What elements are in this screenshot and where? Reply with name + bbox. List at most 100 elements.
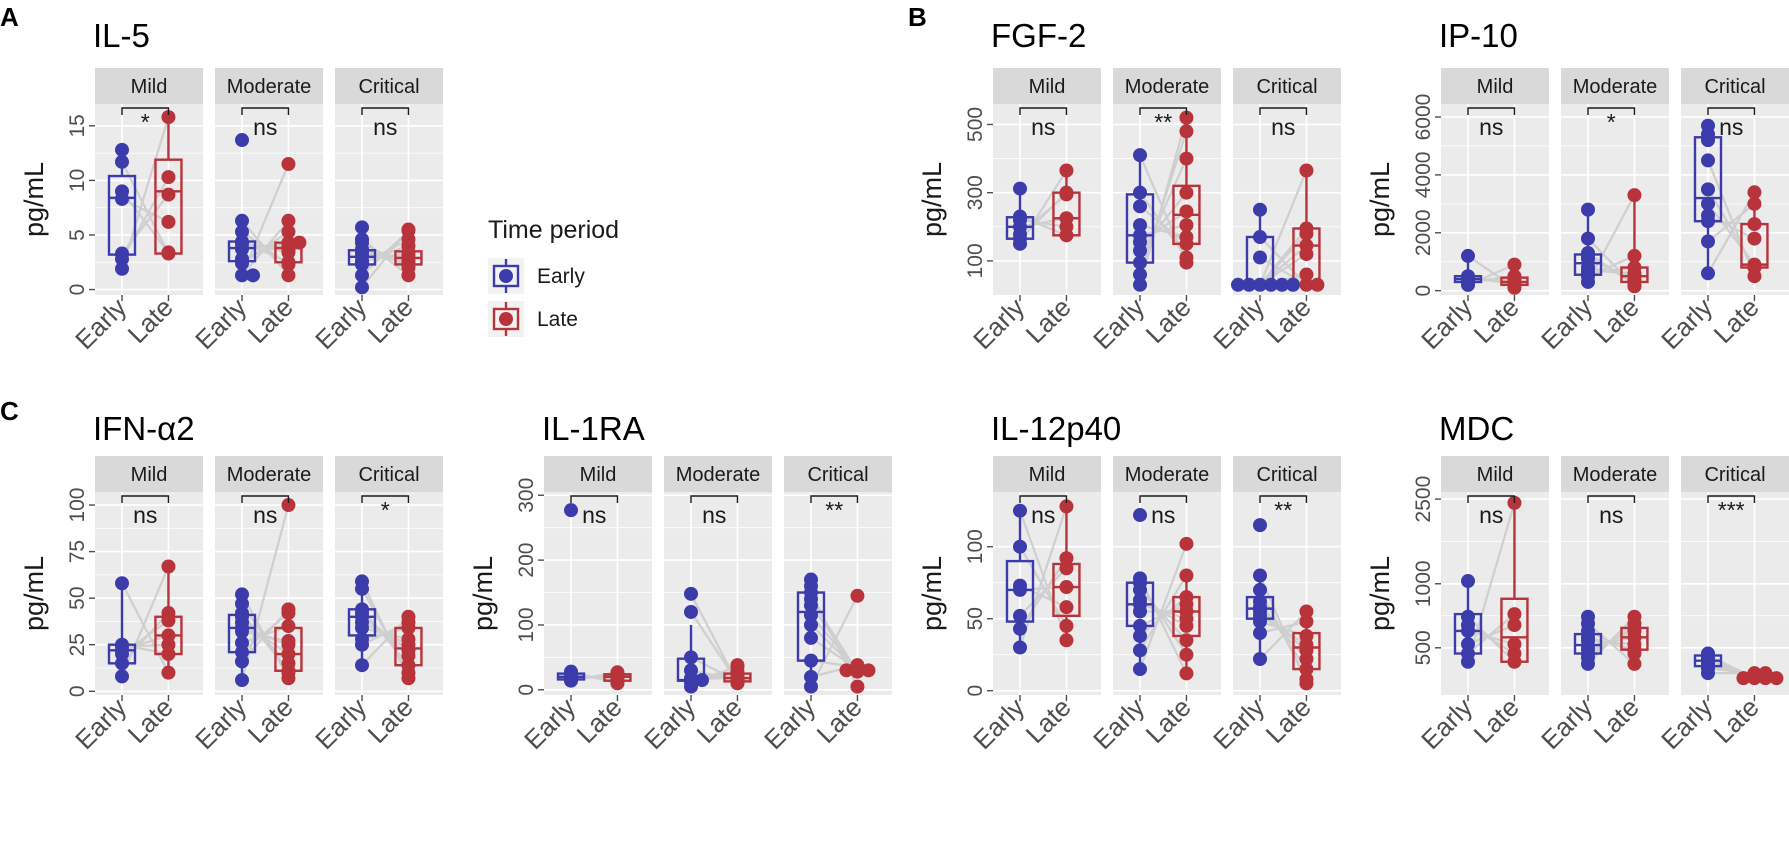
data-point-early: [1253, 518, 1267, 533]
y-tick-label: 0: [66, 284, 89, 296]
data-point-late: [1059, 163, 1074, 178]
y-tick-label: 0: [66, 685, 89, 697]
x-tick-label: Early: [1087, 692, 1150, 755]
chart-title: MDC: [1439, 410, 1514, 447]
data-point-late: [850, 658, 865, 673]
significance-label: ns: [1031, 502, 1055, 528]
data-point-early: [1013, 640, 1027, 655]
significance-bracket: [1019, 107, 1068, 115]
data-point-early: [1253, 594, 1267, 609]
y-tick-label: 100: [515, 607, 538, 642]
facet-strip: [1233, 456, 1341, 492]
significance-label: ns: [1031, 114, 1055, 140]
data-point-late: [730, 658, 745, 673]
chart-title: FGF-2: [991, 17, 1086, 54]
data-point-early: [1461, 637, 1475, 652]
facet-strip-label: Critical: [1704, 464, 1765, 486]
chart-title: IL-5: [93, 17, 150, 54]
data-point-late: [1179, 633, 1194, 648]
x-tick-label: Late: [122, 692, 179, 749]
y-axis-label: pg/mL: [1365, 162, 1395, 237]
data-point-late: [1299, 672, 1314, 687]
x-tick-label: Early: [1207, 292, 1270, 355]
data-point-late: [161, 606, 176, 621]
x-tick-label: Late: [1708, 692, 1765, 749]
significance-label: *: [1607, 109, 1616, 135]
legend-title: Time period: [488, 216, 619, 244]
data-point-late: [1059, 551, 1074, 566]
significance-bracket: [1259, 495, 1308, 503]
data-point-early: [1013, 621, 1027, 636]
x-tick-label: Late: [1468, 292, 1525, 349]
facet-strip: [1681, 68, 1789, 104]
facet-strip: [95, 456, 203, 492]
significance-bracket: [570, 495, 619, 503]
legend-key-late: [488, 301, 524, 337]
data-point-early: [115, 669, 129, 684]
significance-bracket: [361, 107, 410, 115]
pair-line: [240, 504, 290, 681]
data-point-late: [281, 213, 296, 228]
x-tick-label: Late: [122, 292, 179, 349]
x-tick-label: Late: [1020, 292, 1077, 349]
data-point-early: [1701, 196, 1715, 211]
data-point-early: [1253, 652, 1267, 667]
significance-bracket: [1587, 495, 1636, 503]
data-point-early: [1701, 118, 1715, 133]
data-point-early: [1581, 202, 1595, 217]
data-point-late: [1507, 637, 1522, 652]
y-tick-label: 0: [1412, 285, 1435, 297]
significance-label: **: [1154, 109, 1172, 135]
facet-strip: [784, 456, 892, 492]
pair-line: [1139, 603, 1187, 620]
facet-panel: [544, 492, 652, 695]
x-tick-label: Early: [309, 692, 372, 755]
facet-strip: [1681, 456, 1789, 492]
pair-line: [1259, 232, 1308, 286]
significance-label: ns: [1151, 502, 1175, 528]
pair-line: [361, 608, 410, 666]
data-point-late: [1179, 250, 1194, 265]
x-tick-label: Late: [1588, 292, 1645, 349]
significance-label: ns: [1479, 114, 1503, 140]
data-point-early: [684, 650, 698, 665]
data-point-late: [1179, 230, 1194, 245]
y-tick-label: 6000: [1412, 94, 1435, 141]
x-tick-label: Early: [309, 292, 372, 355]
legend-label-early: Early: [537, 265, 585, 288]
data-point-late: [1747, 185, 1762, 200]
data-point-late: [850, 588, 865, 603]
data-point-late: [281, 235, 296, 250]
y-tick-label: 200: [515, 543, 538, 578]
data-point-early: [115, 154, 129, 169]
panel-tag-a: A: [0, 2, 19, 32]
facet-strip: [1561, 456, 1669, 492]
x-tick-label: Early: [1087, 292, 1150, 355]
y-axis-label: pg/mL: [19, 162, 49, 237]
data-point-early: [235, 234, 249, 249]
data-point-late: [861, 663, 876, 678]
significance-label: ns: [373, 114, 397, 140]
facet-strip-label: Mild: [1477, 464, 1514, 486]
data-point-early: [1253, 230, 1267, 245]
data-point-early: [115, 637, 129, 652]
data-point-early: [1133, 508, 1147, 523]
data-point-early: [1581, 609, 1595, 624]
data-point-late: [1627, 609, 1642, 624]
y-tick-label: 100: [964, 529, 987, 564]
significance-label: **: [1274, 497, 1292, 523]
pair-line: [690, 593, 739, 684]
data-point-late: [1179, 124, 1194, 139]
data-point-early: [1253, 582, 1267, 597]
significance-label: ns: [133, 502, 157, 528]
data-point-early: [1231, 277, 1245, 292]
significance-label: ns: [253, 502, 277, 528]
pair-line: [1258, 170, 1308, 286]
